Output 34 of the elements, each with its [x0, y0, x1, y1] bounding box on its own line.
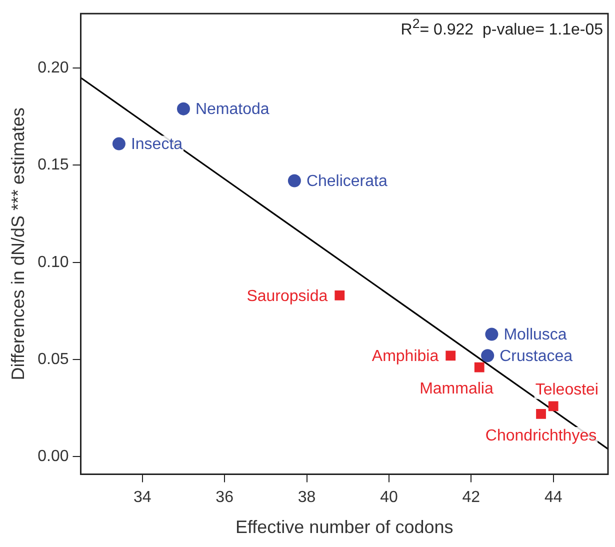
annotation: Mollusca: [504, 326, 567, 344]
point: [334, 290, 345, 300]
y-tick-label: 0.15: [38, 156, 69, 174]
point: [536, 409, 546, 419]
x-tick-label: 36: [216, 489, 234, 506]
annotation: Crustacea: [500, 348, 573, 366]
annotation: Teleostei: [535, 382, 598, 399]
point: [481, 349, 494, 362]
annotation: Sauropsida: [246, 288, 328, 305]
y-tick-label: 0.10: [38, 254, 69, 271]
annotation: Insecta: [130, 136, 183, 154]
annotation: Chondrichthyes: [485, 427, 597, 444]
point: [548, 401, 558, 412]
x-tick-label: 42: [462, 489, 480, 506]
annotation: Mammalia: [420, 380, 494, 398]
annotation: Chelicerata: [306, 173, 388, 190]
y-axis-title: Differences in dN/dS *** estimates: [8, 108, 28, 380]
annotation: R$^{2}$= 0.922 p-value= 1.1e-05: [400, 16, 603, 40]
point: [474, 362, 484, 372]
x-axis-title: Effective number of codons: [235, 517, 454, 538]
x-tick-label: 34: [133, 489, 152, 506]
point: [446, 350, 456, 361]
y-tick-label: 0.20: [38, 59, 69, 76]
annotation: Amphibia: [372, 348, 439, 366]
x-tick-label: 44: [544, 489, 562, 506]
x-tick-label: 40: [380, 489, 398, 506]
x-tick-label: 38: [298, 489, 316, 506]
point: [485, 328, 498, 341]
annotation: Nematoda: [195, 101, 270, 118]
y-tick-label: 0.05: [38, 350, 69, 368]
point: [112, 137, 126, 150]
point: [288, 174, 301, 188]
y-tick-label: 0.00: [38, 448, 69, 466]
point: [176, 102, 190, 116]
